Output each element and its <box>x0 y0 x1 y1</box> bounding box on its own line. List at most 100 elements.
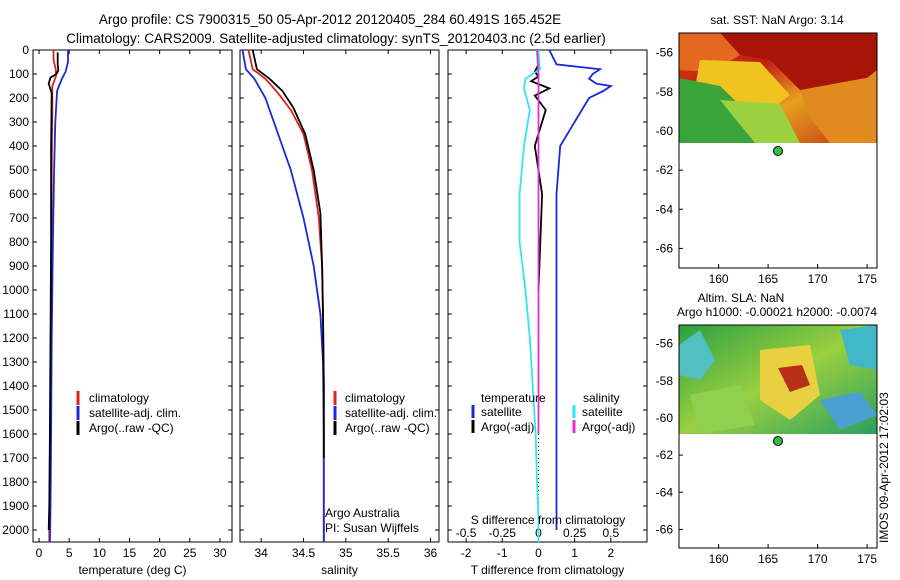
x-axis-label: temperature (deg C) <box>78 563 186 577</box>
sla-argo-position-marker <box>773 436 783 446</box>
series-line-satellite-adj-clim- <box>241 49 325 542</box>
map-lat-tick-label: -64 <box>656 202 674 216</box>
sst-map-data <box>679 33 877 143</box>
map-lon-tick-label: 170 <box>808 272 828 286</box>
depth-tick-label: 600 <box>9 187 29 201</box>
depth-tick-label: 1300 <box>2 355 29 369</box>
map-lat-tick-label: -66 <box>656 241 674 255</box>
legend-salinity-heading: salinity <box>583 391 620 405</box>
x-tick-label: 35 <box>339 546 353 560</box>
depth-tick-label: 700 <box>9 211 29 225</box>
series-line-climatology <box>247 49 325 542</box>
x-tick-label: -2 <box>461 546 472 560</box>
series-line-argo-raw-qc- <box>251 49 325 458</box>
depth-tick-label: 400 <box>9 139 29 153</box>
s-diff-tick-label: -0.25 <box>489 526 517 540</box>
temperature-legend: climatology satellite-adj. clim. Argo(..… <box>76 391 181 435</box>
depth-tick-label: 1500 <box>2 403 29 417</box>
series-line-satellite-adj-clim- <box>49 50 69 543</box>
x-tick-label: 0 <box>535 546 542 560</box>
map-lat-tick-label: -66 <box>656 522 674 536</box>
x-tick-label: 34 <box>254 546 268 560</box>
map-lat-tick-label: -58 <box>656 85 674 99</box>
argo-australia-label: Argo Australia <box>325 506 400 520</box>
x-tick-label: 1 <box>571 546 578 560</box>
imos-timestamp: IMOS 09-Apr-2012 17:02:03 <box>877 392 891 543</box>
depth-tick-label: 1600 <box>2 427 29 441</box>
legend-temp-satellite-label: satellite <box>481 405 522 419</box>
difference-legend: temperature salinity satellite Argo(-adj… <box>471 391 636 527</box>
series-line-temperature-argo-adj- <box>529 63 552 291</box>
map-lon-tick-label: 170 <box>808 552 828 566</box>
sla-map-subtitle: Argo h1000: -0.00021 h2000: -0.0074 <box>677 305 877 319</box>
sla-lightgreen-patch <box>690 385 755 434</box>
depth-tick-label: 200 <box>9 91 29 105</box>
sla-map-title: Altim. SLA: NaN <box>698 291 785 305</box>
s-diff-tick-label: -0.5 <box>456 526 477 540</box>
depth-tick-label: 300 <box>9 115 29 129</box>
legend-satellite-label: satellite-adj. clim. <box>345 406 437 420</box>
x-tick-label: 5 <box>66 546 73 560</box>
x-tick-label: 35.5 <box>377 546 401 560</box>
x-tick-label: 34.5 <box>292 546 316 560</box>
map-lat-tick-label: -56 <box>656 337 674 351</box>
map-lon-tick-label: 165 <box>758 552 778 566</box>
series-line-salinity-satellite <box>518 49 541 542</box>
sla-cyan-patch-2 <box>840 325 877 370</box>
depth-tick-label: 800 <box>9 235 29 249</box>
map-lat-tick-label: -64 <box>656 485 674 499</box>
sla-map-data <box>679 325 877 434</box>
depth-tick-label: 1700 <box>2 451 29 465</box>
map-lat-tick-label: -62 <box>656 448 674 462</box>
depth-tick-label: 1200 <box>2 331 29 345</box>
map-lat-tick-label: -60 <box>656 411 674 425</box>
s-difference-label: S difference from climatology <box>471 513 626 527</box>
sst-map-frame <box>678 32 878 269</box>
sla-map-frame <box>678 324 878 549</box>
legend-temp-argo-label: Argo(-adj) <box>481 420 534 434</box>
map-lon-tick-label: 160 <box>709 272 729 286</box>
sst-orange-patch-2 <box>800 76 877 143</box>
pi-label: PI: Susan Wijffels <box>325 521 419 535</box>
x-axis-label: T difference from climatology <box>471 563 625 577</box>
sst-lightgreen-patch <box>720 100 800 143</box>
sst-argo-position-marker <box>773 146 783 156</box>
legend-sal-argo-label: Argo(-adj) <box>582 420 635 434</box>
x-tick-label: 15 <box>123 546 137 560</box>
temperature-panel-frame <box>32 49 233 543</box>
map-lon-tick-label: 175 <box>857 272 877 286</box>
legend-sal-satellite-label: satellite <box>582 405 623 419</box>
legend-argo-label: Argo(..raw -QC) <box>89 421 174 435</box>
depth-tick-label: 1900 <box>2 499 29 513</box>
legend-temperature-heading: temperature <box>481 391 546 405</box>
series-line-argo-raw-qc- <box>47 52 60 531</box>
s-diff-tick-label: 0.25 <box>563 526 587 540</box>
depth-tick-label: 100 <box>9 67 29 81</box>
x-tick-label: 25 <box>183 546 197 560</box>
series-line-temperature-satellite <box>548 49 614 530</box>
x-tick-label: 10 <box>93 546 107 560</box>
legend-satellite-label: satellite-adj. clim. <box>89 406 181 420</box>
x-tick-label: 20 <box>153 546 167 560</box>
sla-cyan-patch <box>679 330 715 380</box>
s-diff-tick-label: 0.5 <box>602 526 619 540</box>
map-lat-tick-label: -62 <box>656 163 674 177</box>
depth-tick-label: 2000 <box>2 523 29 537</box>
salinity-legend: climatology satellite-adj. clim. Argo(..… <box>325 391 437 535</box>
depth-tick-label: 900 <box>9 259 29 273</box>
salinity-panel-frame <box>239 49 440 543</box>
difference-panel-frame <box>447 49 648 543</box>
depth-tick-label: 0 <box>22 43 29 57</box>
x-tick-label: 36 <box>424 546 438 560</box>
legend-argo-label: Argo(..raw -QC) <box>345 421 430 435</box>
depth-tick-label: 1400 <box>2 379 29 393</box>
sla-red-patch <box>778 365 810 392</box>
map-lat-tick-label: -60 <box>656 124 674 138</box>
map-lon-tick-label: 175 <box>857 552 877 566</box>
depth-tick-label: 1000 <box>2 283 29 297</box>
series-line-salinity-argo-adj- <box>536 49 540 434</box>
figure-title-line2: Climatology: CARS2009. Satellite-adjuste… <box>66 31 606 46</box>
x-tick-label: -1 <box>497 546 508 560</box>
map-lon-tick-label: 165 <box>758 272 778 286</box>
